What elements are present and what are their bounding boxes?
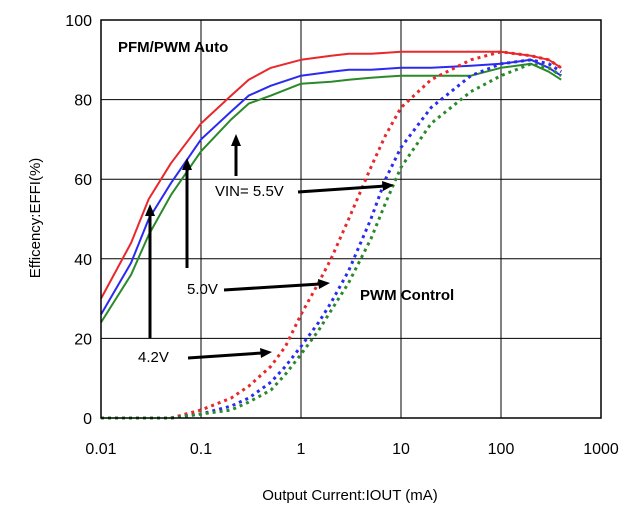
series-line-auto-1 [100,58,562,316]
y-tick-label: 0 [83,411,92,428]
y-axis-title: Efficency:EFFI(%) [27,158,44,279]
arrow-50-right [223,282,321,292]
x-tick-label: 100 [488,441,515,458]
vin-50-label: 5.0V [187,281,218,298]
x-tick-label: 1000 [583,441,619,458]
series-line-pwm-4 [101,58,563,420]
arrow-42-right [187,351,263,360]
arrow-55-right [297,184,386,194]
series-line-pwm-3 [101,50,563,420]
x-tick-label: 0.1 [190,441,212,458]
series-line-auto-0 [100,50,562,300]
tick-labels: 0.01 0.1 1 10 100 1000 0 20 40 60 80 100 [65,13,619,458]
x-tick-label: 0.01 [85,441,116,458]
x-tick-label: 10 [392,441,410,458]
arrowhead-42-up [145,204,155,216]
arrowhead-55-up [231,134,241,146]
arrowhead-50-up [182,158,192,170]
annotation-arrowheads [145,134,394,358]
x-axis-title: Output Current:IOUT (mA) [262,487,438,504]
series-line-auto-2 [100,62,562,324]
y-tick-label: 60 [74,172,92,189]
y-tick-label: 80 [74,93,92,110]
arrowhead-55-right [382,181,394,191]
mode-pwm-label: PWM Control [360,287,454,304]
y-tick-label: 40 [74,252,92,269]
arrowhead-42-right [260,348,272,358]
y-tick-label: 20 [74,331,92,348]
arrowhead-50-right [318,279,330,289]
vin-42-label: 4.2V [138,349,169,366]
x-tick-label: 1 [297,441,306,458]
y-tick-label: 100 [65,13,92,30]
vin-55-label: VIN= 5.5V [215,183,284,200]
annotations: PFM/PWM Auto PWM Control VIN= 5.5V 5.0V … [118,39,454,366]
annotation-arrows [148,142,386,360]
series-layer [100,50,563,420]
mode-auto-label: PFM/PWM Auto [118,39,228,56]
series-line-pwm-5 [101,62,563,420]
plot-frame [100,19,602,419]
